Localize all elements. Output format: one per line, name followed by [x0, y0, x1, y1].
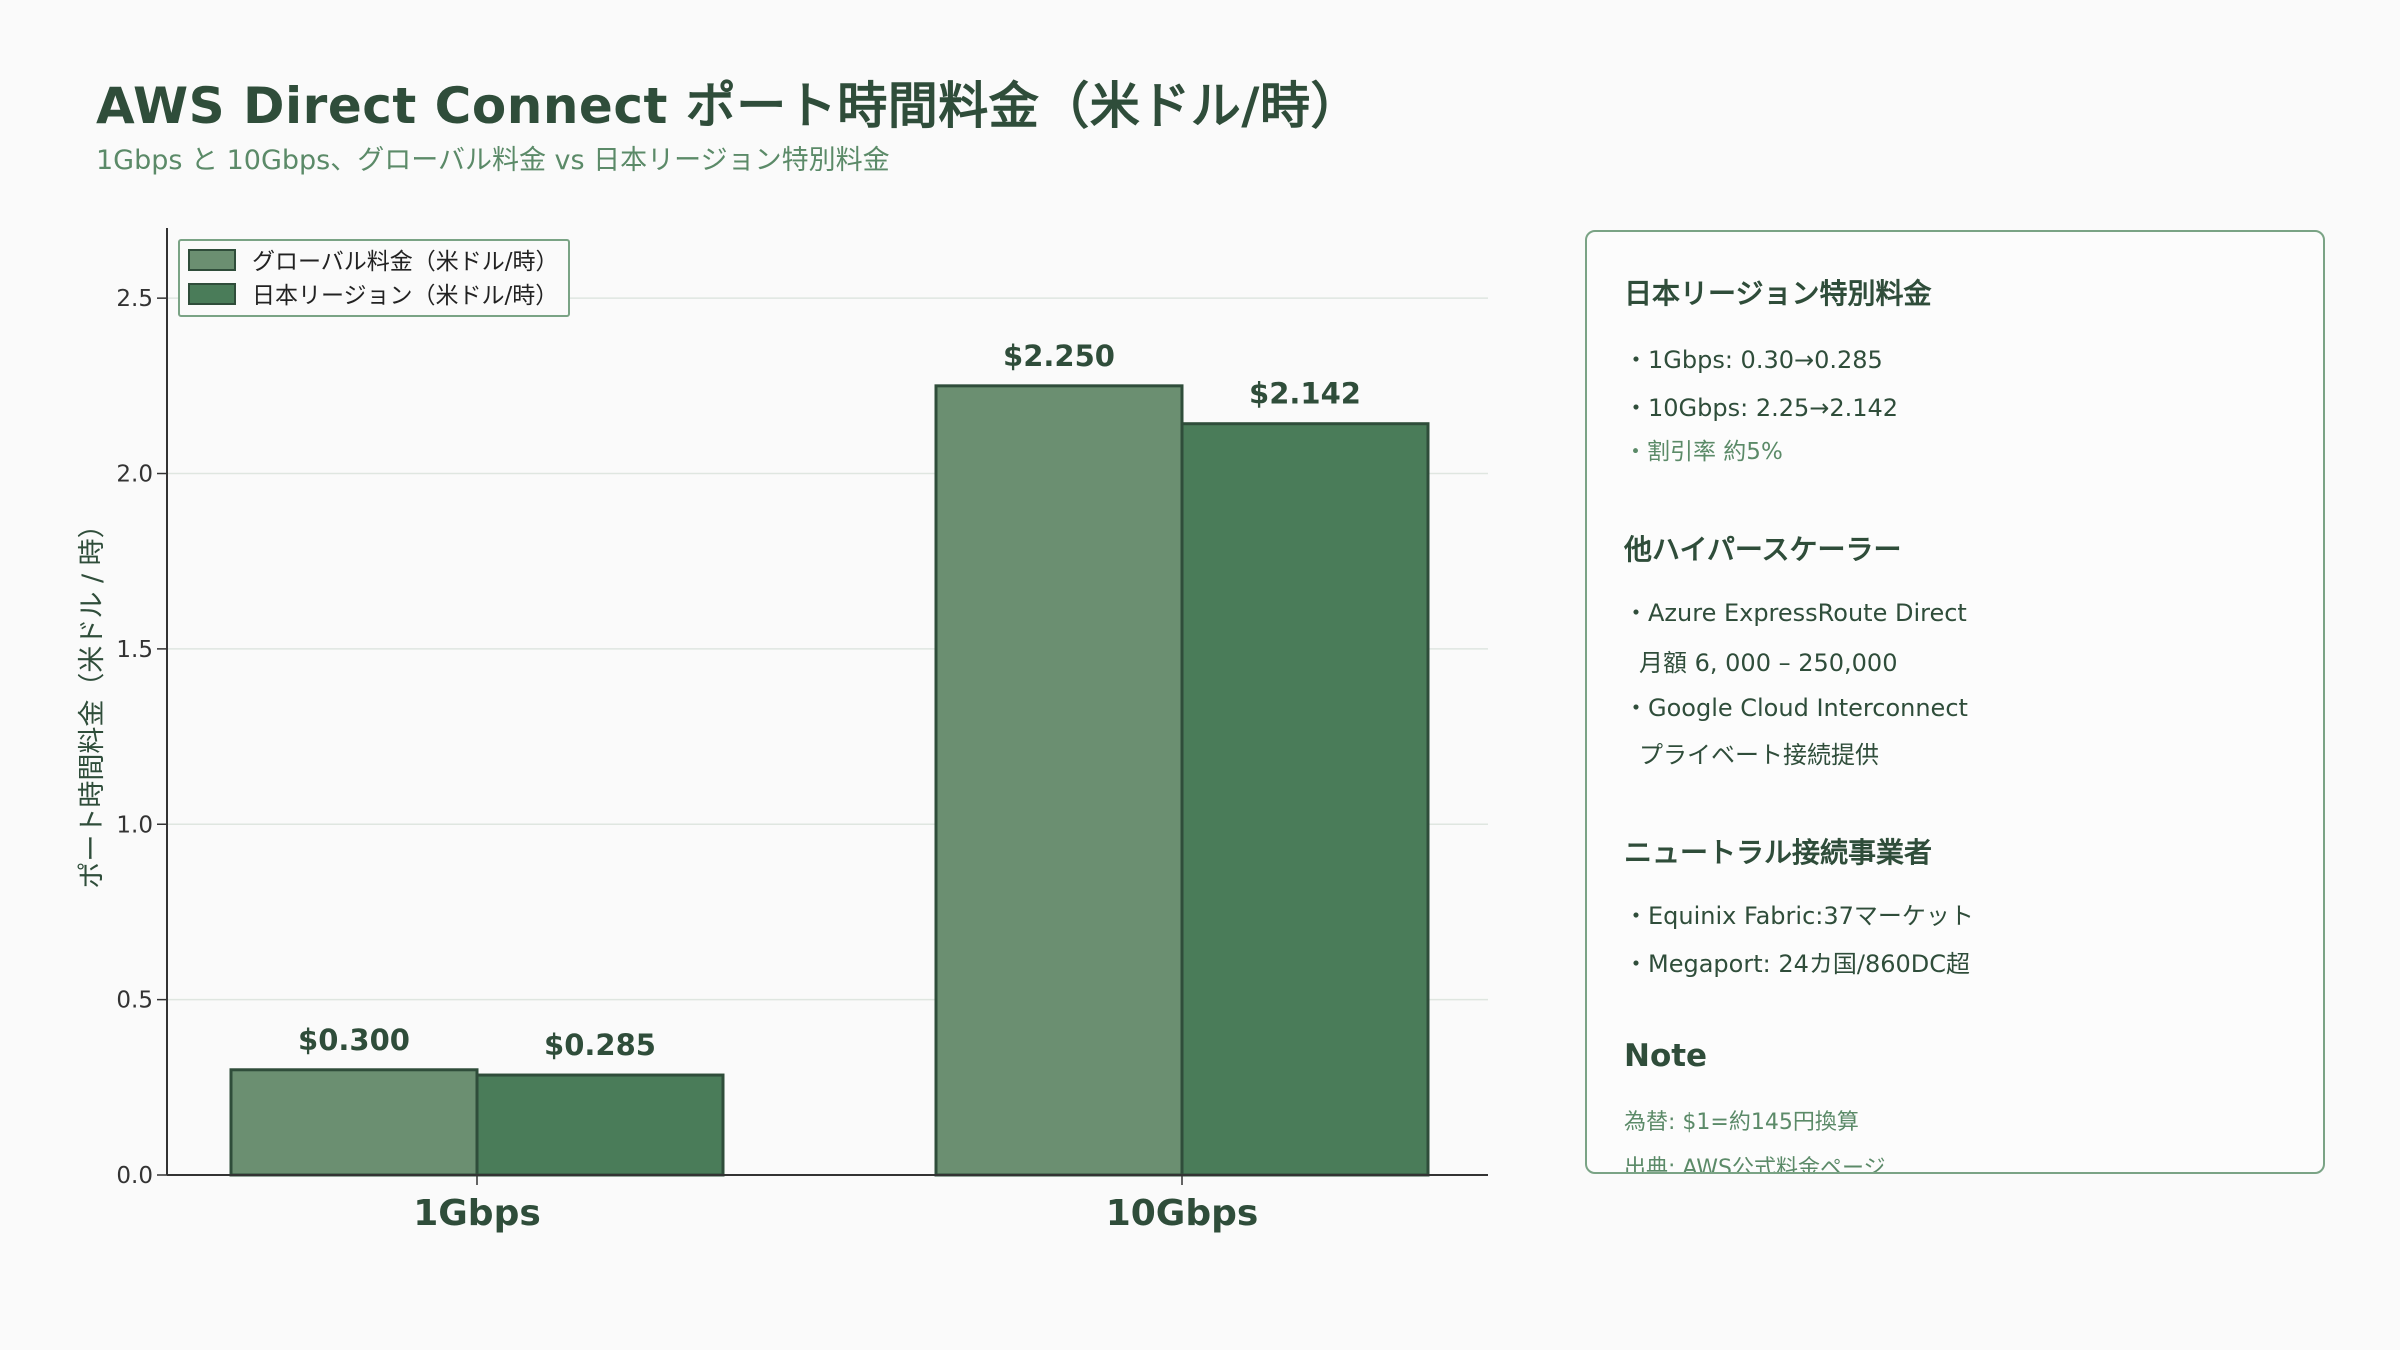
bar-chart: $0.300 $0.285 $2.250 $2.142 0.0 0.5 1.0 1.5 2.0… [77, 228, 1488, 1234]
hyperscaler-line-google: ・Google Cloud Interconnect [1624, 694, 1968, 722]
page-subtitle: 1Gbps と 10Gbps、グローバル料金 vs 日本リージョン特別料金 [96, 145, 890, 176]
y-tick-label: 1.0 [116, 812, 153, 838]
bar-value-label: $2.250 [1003, 339, 1115, 373]
japan-pricing-line-1gbps: ・1Gbps: 0.30→0.285 [1624, 346, 1883, 374]
page-title: AWS Direct Connect ポート時間料金（米ドル/時） [96, 77, 1362, 135]
note-line-exchange-rate: 為替: $1=約145円換算 [1624, 1110, 1859, 1135]
info-panel: 日本リージョン特別料金 ・1Gbps: 0.30→0.285 ・10Gbps: … [1585, 230, 2325, 1174]
bar-value-label: $0.285 [544, 1028, 656, 1062]
y-tick-label: 2.5 [116, 286, 153, 312]
section-heading-hyperscalers: 他ハイパースケーラー [1624, 533, 1902, 566]
hyperscaler-line-azure-price: 月額 6, 000 – 250,000 [1639, 649, 1898, 677]
neutral-line-megaport: ・Megaport: 24カ国/860DC超 [1624, 950, 1970, 978]
legend-label: 日本リージョン（米ドル/時） [252, 283, 558, 309]
bar-10gbps-global [934, 384, 1184, 1177]
legend-swatch [188, 283, 236, 305]
y-tick-label: 2.0 [116, 462, 153, 488]
bar-1gbps-global [229, 1068, 479, 1177]
legend-label: グローバル料金（米ドル/時） [252, 249, 559, 275]
bar-value-label: $2.142 [1249, 377, 1361, 411]
x-tick-label: 10Gbps [1106, 1193, 1259, 1234]
y-tick-label: 0.0 [116, 1163, 153, 1189]
legend-swatch [188, 249, 236, 271]
hyperscaler-line-azure: ・Azure ExpressRoute Direct [1624, 599, 1967, 627]
neutral-line-equinix: ・Equinix Fabric:37マーケット [1624, 902, 1974, 930]
section-heading-japan-pricing: 日本リージョン特別料金 [1624, 277, 1932, 310]
japan-pricing-line-discount: ・割引率 約5% [1624, 439, 1783, 465]
legend-box [178, 239, 570, 317]
note-line-source: 出典: AWS公式料金ページ [1624, 1156, 1886, 1174]
y-tick-label: 0.5 [116, 988, 153, 1014]
section-heading-neutral-providers: ニュートラル接続事業者 [1624, 836, 1933, 869]
y-tick-label: 1.5 [116, 637, 153, 663]
hyperscaler-line-google-desc: プライベート接続提供 [1639, 741, 1879, 769]
japan-pricing-line-10gbps: ・10Gbps: 2.25→2.142 [1624, 394, 1899, 422]
bar-10gbps-japan [1180, 422, 1430, 1177]
x-tick-label: 1Gbps [413, 1193, 541, 1234]
y-axis-title: ポート時間料金（米ドル / 時） [77, 511, 108, 888]
bar-1gbps-japan [475, 1073, 725, 1177]
bar-value-label: $0.300 [298, 1023, 410, 1057]
section-heading-note: Note [1624, 1038, 1708, 1074]
